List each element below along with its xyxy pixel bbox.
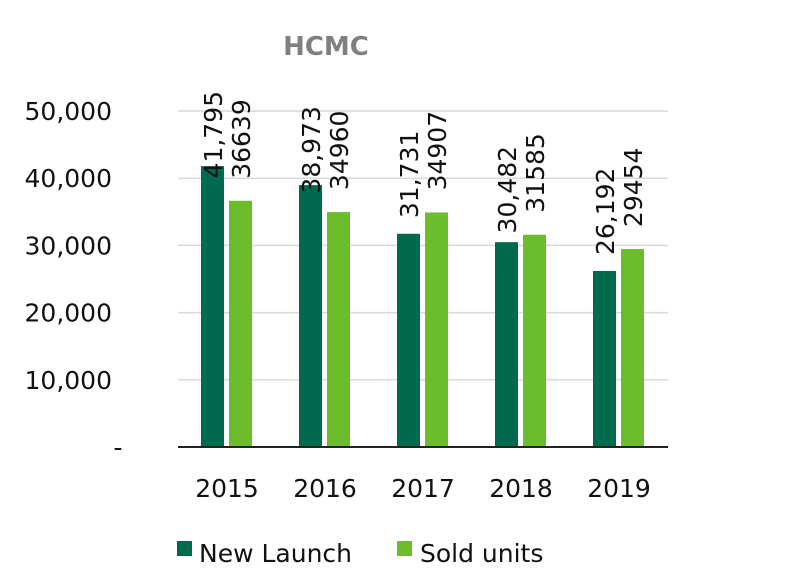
data-label-sold-units: 36639 (227, 99, 256, 179)
legend-label-new-launch: New Launch (199, 539, 352, 568)
bar-sold-units (327, 212, 350, 447)
bar-new-launch (397, 233, 420, 447)
y-tick-label: 40,000 (25, 164, 112, 193)
chart-title: HCMC (283, 32, 369, 62)
y-tick-label: 20,000 (25, 299, 112, 328)
data-label-sold-units: 34960 (325, 111, 354, 191)
bar-sold-units (425, 212, 448, 447)
data-label-sold-units: 34907 (423, 111, 452, 191)
data-label-new-launch: 31,731 (395, 131, 424, 218)
bar-new-launch (593, 270, 616, 447)
data-label-new-launch: 38,973 (297, 106, 326, 193)
bar-new-launch (201, 166, 224, 447)
x-tick-label: 2019 (587, 474, 651, 503)
x-tick-label: 2018 (489, 474, 553, 503)
legend-swatch-sold-units (397, 541, 412, 556)
y-tick-label: - (113, 433, 122, 462)
bar-new-launch (299, 185, 322, 447)
bar-new-launch (495, 242, 518, 447)
legend-swatch-new-launch (177, 541, 192, 556)
bar-sold-units (621, 249, 644, 447)
x-tick-label: 2017 (391, 474, 455, 503)
x-tick-label: 2016 (293, 474, 357, 503)
data-label-new-launch: 26,192 (591, 168, 620, 255)
bar-sold-units (523, 234, 546, 447)
y-tick-label: 10,000 (25, 366, 112, 395)
y-tick-label: 30,000 (25, 231, 112, 260)
x-tick-label: 2015 (195, 474, 259, 503)
y-tick-label: 50,000 (25, 97, 112, 126)
data-label-sold-units: 31585 (521, 133, 550, 213)
data-label-sold-units: 29454 (619, 148, 648, 228)
legend-label-sold-units: Sold units (420, 539, 543, 568)
bar-sold-units (229, 200, 252, 447)
data-label-new-launch: 30,482 (493, 146, 522, 233)
data-label-new-launch: 41,795 (199, 91, 228, 178)
